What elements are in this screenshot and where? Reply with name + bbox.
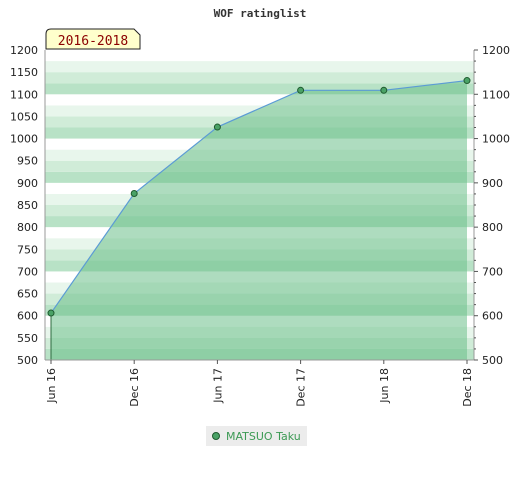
- data-point: [213, 123, 221, 131]
- grid-band: [45, 50, 474, 62]
- y-tick-label-right: 1000: [482, 133, 510, 146]
- series-area: [51, 80, 467, 361]
- y-tick-label-left: 550: [17, 332, 38, 345]
- y-tick-label-left: 1200: [10, 44, 38, 57]
- data-point: [47, 309, 55, 317]
- y-tick-label-right: 500: [482, 354, 503, 367]
- y-tick-label-left: 1150: [10, 66, 38, 79]
- y-tick-label-left: 850: [17, 199, 38, 212]
- y-tick-label-left: 1000: [10, 133, 38, 146]
- x-tick-label: Dec 18: [461, 368, 474, 407]
- y-tick-label-left: 800: [17, 221, 38, 234]
- data-point: [463, 77, 471, 85]
- y-tick-label-left: 600: [17, 310, 38, 323]
- y-tick-label-left: 900: [17, 177, 38, 190]
- y-tick-label-left: 950: [17, 155, 38, 168]
- data-point: [297, 86, 305, 94]
- axes: 500 550 600 650 700 750 800 850 900 950 1000 1050 11…: [10, 44, 510, 407]
- x-tick-label: Jun 18: [378, 368, 391, 404]
- data-point: [380, 86, 388, 94]
- area-layer: [50, 79, 468, 361]
- x-tick-label: Jun 17: [211, 368, 224, 404]
- y-tick-label-right: 1100: [482, 88, 510, 101]
- y-tick-label-left: 750: [17, 243, 38, 256]
- series-line: [50, 79, 468, 314]
- grid-band: [45, 94, 474, 106]
- legend-marker-icon: [212, 432, 220, 440]
- y-tick-label-right: 800: [482, 221, 503, 234]
- grid-band: [45, 72, 474, 84]
- y-tick-label-left: 1050: [10, 110, 38, 123]
- data-point: [130, 189, 138, 197]
- grid-band: [45, 83, 474, 95]
- legend: MATSUO Taku: [206, 426, 307, 446]
- y-tick-label-right: 600: [482, 310, 503, 323]
- y-tick-label-right: 1200: [482, 44, 510, 57]
- data-points: [47, 77, 471, 317]
- x-tick-label: Jun 16: [45, 368, 58, 404]
- x-tick-label: Dec 17: [295, 368, 308, 407]
- chart-title: WOF ratinglist: [214, 7, 307, 20]
- y-tick-label-left: 500: [17, 354, 38, 367]
- y-tick-label-left: 700: [17, 265, 38, 278]
- y-tick-label-left: 650: [17, 288, 38, 301]
- y-tick-label-left: 1100: [10, 88, 38, 101]
- y-tick-label-right: 700: [482, 265, 503, 278]
- period-badge: 2016-2018: [45, 28, 141, 50]
- period-badge-label: 2016-2018: [58, 34, 128, 49]
- grid-band: [45, 61, 474, 73]
- y-tick-label-right: 900: [482, 177, 503, 190]
- x-tick-label: Dec 16: [128, 368, 141, 407]
- legend-label: MATSUO Taku: [226, 429, 301, 443]
